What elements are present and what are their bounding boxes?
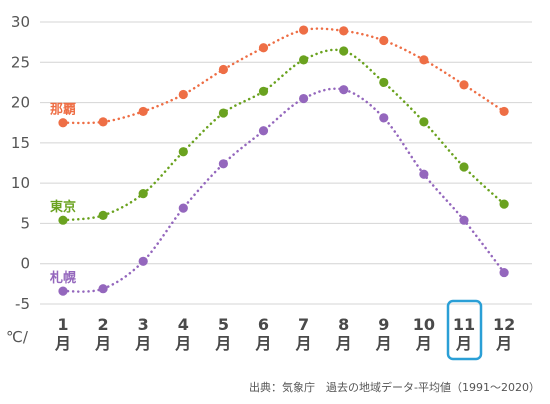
- y-tick-label-20: 20: [11, 94, 30, 112]
- x-month-number-4: 4: [178, 315, 189, 334]
- data-point-3-3: [138, 256, 148, 266]
- data-point-2-4: [178, 147, 188, 157]
- data-point-3-7: [299, 93, 309, 104]
- y-tick-label-5: 5: [20, 214, 30, 232]
- series-label-3: 札幌: [49, 270, 76, 286]
- highlight-layer: [446, 299, 483, 361]
- data-point-3-4: [178, 203, 188, 213]
- y-tick-label-25: 25: [11, 53, 30, 71]
- x-month-number-12: 12: [493, 315, 515, 334]
- data-point-1-9: [379, 35, 389, 46]
- data-point-2-2: [98, 210, 108, 220]
- unit-label: ℃/: [6, 328, 29, 346]
- data-point-1-2: [98, 117, 108, 127]
- y-tick-label-15: 15: [11, 134, 30, 152]
- x-month-number-1: 1: [57, 315, 68, 334]
- data-point-3-5: [218, 159, 228, 169]
- data-point-3-9: [379, 113, 389, 123]
- data-point-1-6: [258, 43, 269, 53]
- data-point-2-3: [138, 189, 148, 199]
- x-month-suffix-7: 月: [295, 334, 312, 353]
- x-month-suffix-3: 月: [134, 334, 151, 353]
- x-month-suffix-12: 月: [495, 334, 512, 353]
- data-point-2-10: [419, 117, 429, 127]
- data-point-2-7: [299, 55, 309, 65]
- data-point-3-12: [499, 267, 509, 278]
- data-point-2-1: [58, 215, 68, 225]
- grid-layer: [40, 21, 532, 305]
- y-tick-label-0: 0: [20, 255, 30, 273]
- x-month-suffix-2: 月: [94, 334, 111, 353]
- source-note: 出典：気象庁 過去の地域データ-平均値（1991～2020）: [249, 380, 540, 394]
- data-point-1-8: [339, 26, 349, 36]
- series-label-2: 東京: [50, 199, 76, 215]
- data-point-1-7: [299, 25, 309, 35]
- data-point-1-12: [499, 106, 509, 117]
- data-point-1-10: [419, 55, 429, 65]
- x-month-number-5: 5: [218, 315, 229, 334]
- highlight-box-month-11: [446, 299, 483, 361]
- x-month-suffix-9: 月: [375, 334, 392, 353]
- y-tick-label-10: 10: [11, 174, 30, 192]
- x-month-number-7: 7: [298, 315, 309, 334]
- data-point-1-11: [459, 80, 469, 90]
- x-month-suffix-6: 月: [254, 334, 271, 353]
- x-month-suffix-11: 月: [455, 334, 472, 353]
- data-point-1-1: [58, 118, 68, 128]
- x-month-number-8: 8: [338, 315, 349, 334]
- data-point-2-8: [339, 46, 349, 56]
- data-point-2-9: [379, 77, 389, 88]
- data-point-2-6: [258, 86, 269, 96]
- y-tick-label-30: 30: [11, 13, 30, 31]
- x-month-number-11: 11: [453, 315, 475, 334]
- data-point-3-8: [339, 85, 349, 95]
- data-point-2-12: [499, 199, 509, 209]
- series-line-3: [61, 87, 506, 293]
- x-month-number-6: 6: [258, 315, 269, 334]
- y-axis-ticks: 30 25 20 15 10 5 0 -5: [11, 13, 30, 313]
- y-tick-label--5: -5: [15, 295, 30, 313]
- x-month-suffix-5: 月: [214, 334, 231, 353]
- data-point-1-3: [138, 106, 148, 117]
- x-month-number-9: 9: [378, 315, 389, 334]
- series-layer: [58, 25, 509, 296]
- data-point-1-5: [218, 64, 228, 75]
- data-point-2-11: [459, 162, 469, 172]
- x-month-number-3: 3: [138, 315, 149, 334]
- data-point-1-4: [178, 89, 188, 100]
- x-month-suffix-1: 月: [54, 334, 71, 353]
- x-month-number-10: 10: [413, 315, 435, 334]
- series-label-1: 那覇: [50, 103, 76, 118]
- data-point-3-10: [419, 169, 429, 179]
- x-month-suffix-8: 月: [335, 334, 352, 353]
- data-point-3-11: [459, 215, 469, 225]
- x-month-suffix-4: 月: [174, 334, 191, 353]
- data-point-2-5: [218, 108, 228, 118]
- data-point-3-6: [258, 126, 269, 136]
- data-point-3-2: [98, 284, 108, 294]
- series-line-2: [61, 48, 506, 222]
- x-month-suffix-10: 月: [415, 334, 432, 353]
- x-month-number-2: 2: [98, 315, 109, 334]
- data-point-3-1: [58, 286, 68, 296]
